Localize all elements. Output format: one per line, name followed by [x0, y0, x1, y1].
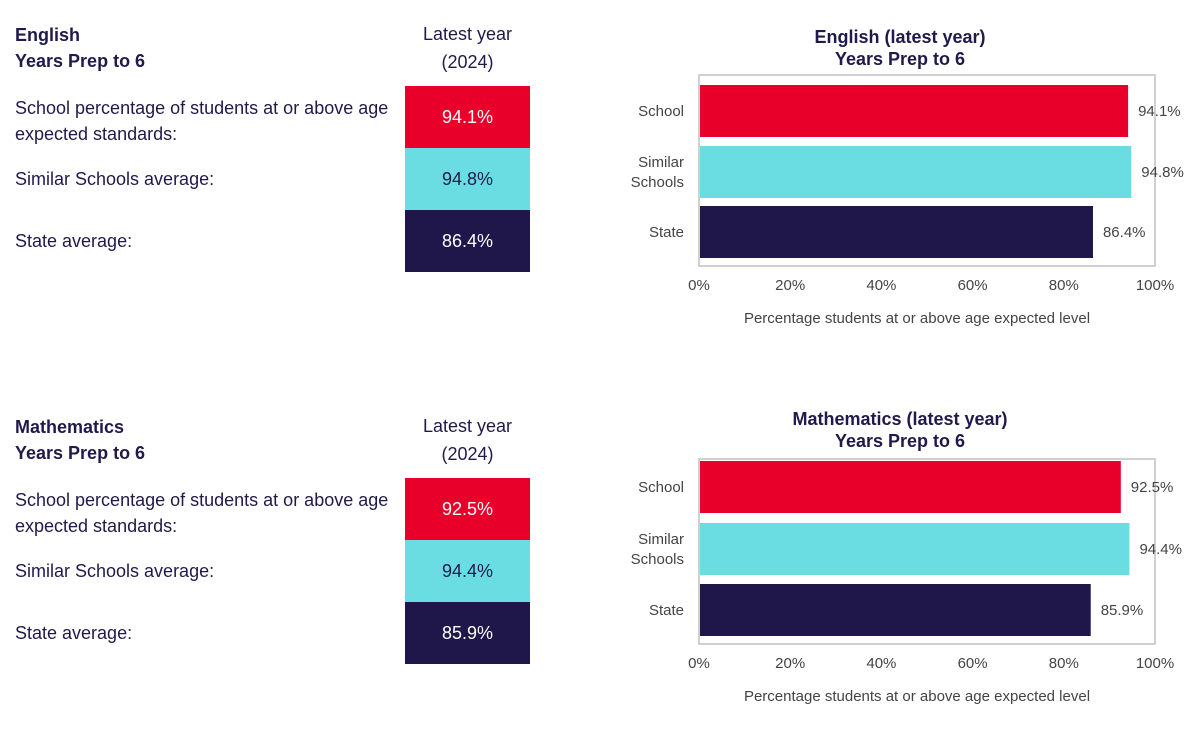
similar-row-label: Similar Schools average: [15, 561, 215, 581]
subject-name: English [15, 25, 81, 45]
latest-year-header: Latest year (2024) [405, 20, 530, 76]
mathematics-section: Mathematics Years Prep to 6 Latest year … [0, 392, 1200, 732]
x-axis-label: Percentage students at or above age expe… [744, 688, 1090, 705]
plot-frame [698, 74, 1156, 267]
x-tick-label: 20% [775, 655, 805, 672]
years-range: Years Prep to 6 [15, 443, 146, 463]
bar-state [700, 206, 1093, 258]
category-label: State [649, 224, 684, 241]
school-row-label: School percentage of students at or abov… [15, 98, 389, 144]
school-row-label: School percentage of students at or abov… [15, 490, 389, 536]
mathematics-bar-chart: School 92.5% Similar Schools 94.4% State 85.9%… [631, 458, 1182, 705]
x-tick-label: 40% [866, 655, 896, 672]
latest-year-header: Latest year (2024) [405, 412, 530, 468]
data-label: 94.1% [1138, 103, 1181, 120]
latest-year-label: Latest year [422, 24, 513, 44]
section-title: Mathematics Years Prep to 6 [15, 414, 145, 466]
latest-year-value: (2024) [441, 444, 494, 464]
data-label: 94.4% [1139, 541, 1182, 558]
category-label: School [638, 103, 684, 120]
x-tick-label: 0% [688, 655, 710, 672]
category-label: Similar Schools [631, 154, 684, 191]
state-row-label: State average: [15, 623, 133, 643]
chart-title-sub: Years Prep to 6 [834, 49, 966, 69]
section-title: English Years Prep to 6 [15, 22, 145, 74]
x-axis-label: Percentage students at or above age expe… [744, 310, 1090, 327]
x-tick-label: 0% [688, 277, 710, 294]
x-tick-label: 80% [1049, 277, 1079, 294]
latest-year-label: Latest year [422, 416, 513, 436]
chart-title-main: Mathematics (latest year) [792, 409, 1008, 429]
x-tick-label: 60% [958, 655, 988, 672]
x-tick-label: 80% [1049, 655, 1079, 672]
school-value-box: 94.1% [405, 86, 530, 148]
x-tick-label: 20% [775, 277, 805, 294]
x-tick-label: 60% [958, 277, 988, 294]
bar-similar-schools [700, 146, 1132, 198]
similar-row-label: Similar Schools average: [15, 169, 215, 189]
chart-title-sub: Years Prep to 6 [834, 431, 966, 451]
mathematics-chart: Mathematics (latest year) Years Prep to … [600, 392, 1200, 732]
x-tick-label: 100% [1136, 277, 1174, 294]
state-value-box: 86.4% [405, 210, 530, 272]
english-bar-chart: School 94.1% Similar Schools 94.8% State 86.4%… [631, 74, 1184, 327]
chart-title: Mathematics (latest year) Years Prep to … [600, 408, 1200, 452]
x-tick-label: 100% [1136, 655, 1174, 672]
bar-school [700, 461, 1121, 513]
bar-state [700, 584, 1091, 636]
english-chart: English (latest year) Years Prep to 6 Sc… [600, 0, 1200, 340]
x-tick-label: 40% [866, 277, 896, 294]
plot-frame [698, 458, 1156, 645]
bar-similar-schools [700, 523, 1130, 575]
category-label: School [638, 479, 684, 496]
latest-year-value: (2024) [441, 52, 494, 72]
data-label: 85.9% [1101, 602, 1144, 619]
chart-title-main: English (latest year) [814, 27, 986, 47]
school-value-box: 92.5% [405, 478, 530, 540]
english-section: English Years Prep to 6 Latest year (202… [0, 0, 1200, 340]
state-value-box: 85.9% [405, 602, 530, 664]
similar-value-box: 94.8% [405, 148, 530, 210]
years-range: Years Prep to 6 [15, 51, 146, 71]
category-label: State [649, 602, 684, 619]
data-label: 86.4% [1103, 224, 1146, 241]
state-row-label: State average: [15, 231, 133, 251]
chart-title: English (latest year) Years Prep to 6 [600, 26, 1200, 70]
category-label: Similar Schools [631, 531, 684, 568]
subject-name: Mathematics [15, 417, 125, 437]
similar-value-box: 94.4% [405, 540, 530, 602]
data-label: 92.5% [1131, 479, 1174, 496]
data-label: 94.8% [1141, 164, 1184, 181]
bar-school [700, 85, 1129, 137]
